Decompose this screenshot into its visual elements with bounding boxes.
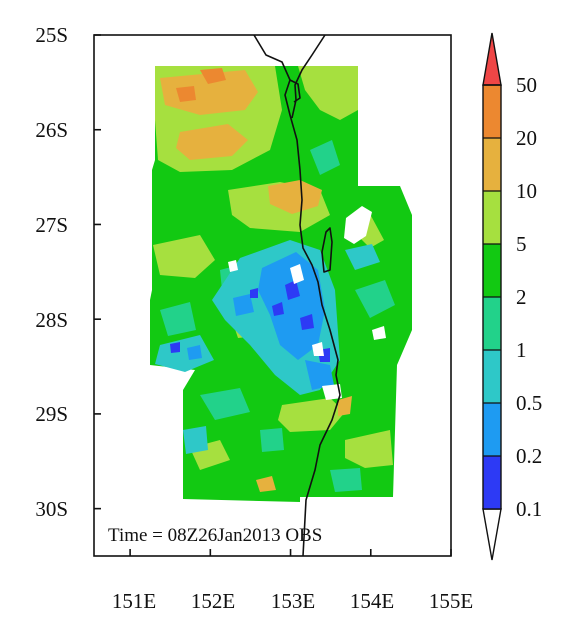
y-tick-marks xyxy=(94,34,101,510)
colorbar-box xyxy=(483,138,501,191)
colorbar-box xyxy=(483,244,501,297)
colorbar-label: 20 xyxy=(516,126,537,150)
colorbar-label: 2 xyxy=(516,285,527,309)
field-0.1-0.2 xyxy=(170,280,330,362)
y-tick-label: 27S xyxy=(35,213,68,237)
colorbar-label: 0.2 xyxy=(516,444,542,468)
field-0.2-0.5 xyxy=(187,252,334,390)
y-tick-label: 29S xyxy=(35,402,68,426)
field-below-0.1 xyxy=(228,206,386,400)
colorbar-box xyxy=(483,456,501,509)
x-tick-label: 155E xyxy=(429,589,473,613)
x-tick-label: 152E xyxy=(191,589,235,613)
time-annotation: Time = 08Z26Jan2013 OBS xyxy=(108,525,322,546)
field-10-20 xyxy=(160,70,352,492)
y-tick-label: 28S xyxy=(35,308,68,332)
precipitation-field xyxy=(150,66,412,502)
colorbar-label: 1 xyxy=(516,338,527,362)
plot-frame xyxy=(93,34,452,557)
y-tick-label: 26S xyxy=(35,118,68,142)
colorbar-low-triangle xyxy=(482,508,502,561)
x-tick-label: 154E xyxy=(350,589,394,613)
colorbar-dividers xyxy=(483,137,501,457)
coastline xyxy=(253,34,341,557)
colorbar-box xyxy=(483,403,501,456)
x-tick-marks xyxy=(129,549,452,556)
colorbar-label: 50 xyxy=(516,73,537,97)
colorbar-boxes xyxy=(483,85,501,509)
colorbar: 0.1 0.2 0.5 1 2 5 10 20 50 xyxy=(482,32,542,561)
colorbar-box xyxy=(483,350,501,403)
y-tick-label: 25S xyxy=(35,23,68,47)
colorbar-high-triangle xyxy=(482,32,502,86)
colorbar-label: 10 xyxy=(516,179,537,203)
y-axis-labels: 25S 26S 27S 28S 29S 30S xyxy=(35,23,68,521)
colorbar-box xyxy=(483,85,501,138)
field-20-50 xyxy=(176,68,226,102)
colorbar-box xyxy=(483,191,501,244)
x-axis-labels: 151E 152E 153E 154E 155E xyxy=(112,589,473,613)
x-tick-label: 151E xyxy=(112,589,156,613)
y-tick-label: 30S xyxy=(35,497,68,521)
x-tick-label: 153E xyxy=(271,589,315,613)
colorbar-label: 5 xyxy=(516,232,527,256)
colorbar-box xyxy=(483,297,501,350)
colorbar-label: 0.5 xyxy=(516,391,542,415)
colorbar-label: 0.1 xyxy=(516,497,542,521)
colorbar-labels: 0.1 0.2 0.5 1 2 5 10 20 50 xyxy=(516,73,542,521)
